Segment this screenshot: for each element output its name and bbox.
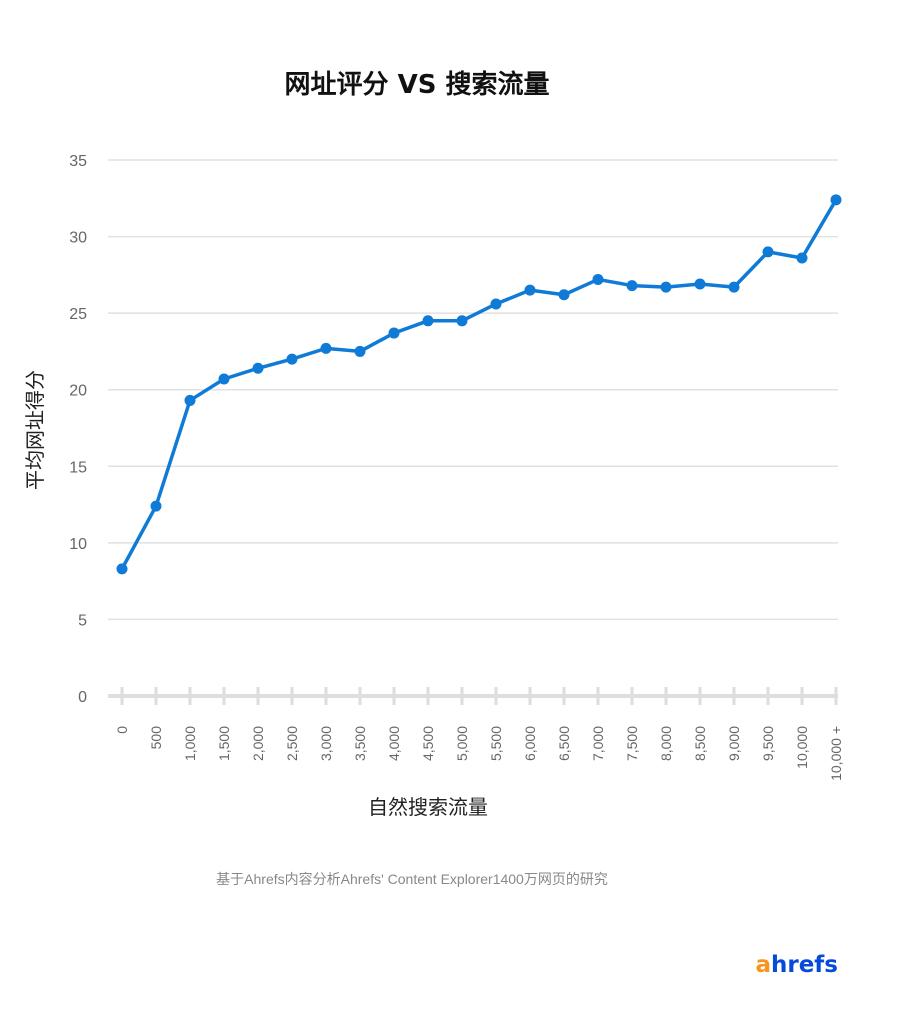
y-tick-label: 25 (69, 306, 87, 323)
data-point (422, 315, 434, 327)
logo-prefix: a (755, 952, 771, 978)
x-axis: 0 500 1,000 1,500 2,000 2,500 3,000 3,500 4,000 4… (108, 687, 844, 781)
x-tick-label: 0 (114, 726, 130, 734)
x-tick-label: 6,500 (556, 726, 572, 761)
data-point (592, 273, 604, 285)
data-point (388, 327, 400, 339)
data-point (320, 342, 332, 354)
data-point (286, 353, 298, 365)
y-tick-label: 35 (69, 153, 87, 170)
x-tick-label: 7,000 (590, 726, 606, 761)
x-tick-label: 1,500 (216, 726, 232, 761)
data-point (490, 298, 502, 310)
logo-rest: hrefs (771, 952, 838, 978)
y-tick-label: 30 (69, 230, 87, 247)
x-tick-label: 4,500 (420, 726, 436, 761)
data-point (116, 563, 128, 575)
x-tick-label: 5,000 (454, 726, 470, 761)
x-axis-label: 自然搜索流量 (368, 795, 488, 819)
y-tick-label: 5 (78, 612, 87, 629)
data-point (762, 246, 774, 258)
x-tick-label: 8,000 (658, 726, 674, 761)
data-point (694, 278, 706, 290)
x-tick-label: 6,000 (522, 726, 538, 761)
x-tick-label: 10,000 + (828, 726, 844, 781)
x-tick-label: 4,000 (386, 726, 402, 761)
x-tick-label: 10,000 (794, 726, 810, 769)
series (116, 194, 842, 575)
y-tick-label: 0 (78, 689, 87, 706)
data-point (660, 281, 672, 293)
data-point (728, 281, 740, 293)
data-point (796, 252, 808, 264)
x-tick-label: 8,500 (692, 726, 708, 761)
data-point (456, 315, 468, 327)
x-tick-label: 3,500 (352, 726, 368, 761)
x-tick-label: 9,000 (726, 726, 742, 761)
chart-title: 网址评分 VS 搜索流量 (285, 70, 550, 100)
y-axis-label: 平均网址得分 (23, 370, 47, 490)
y-tick-label: 15 (69, 459, 87, 476)
x-tick-label: 1,000 (182, 726, 198, 761)
data-point (150, 500, 162, 512)
x-tick-label: 500 (148, 726, 164, 750)
x-tick-label: 7,500 (624, 726, 640, 761)
data-point (830, 194, 842, 206)
y-tick-label: 20 (69, 383, 87, 400)
x-tick-label: 2,500 (284, 726, 300, 761)
data-point (626, 280, 638, 292)
x-tick-label: 3,000 (318, 726, 334, 761)
x-tick-label: 5,500 (488, 726, 504, 761)
data-point (558, 289, 570, 301)
data-point (184, 394, 196, 406)
y-tick-label: 10 (69, 536, 87, 553)
y-axis: 0 5 10 15 20 25 30 35 (69, 153, 87, 706)
x-tick-label: 2,000 (250, 726, 266, 761)
footnote: 基于Ahrefs内容分析Ahrefs' Content Explorer1400… (216, 871, 608, 887)
series-line (120, 198, 838, 570)
data-point (354, 345, 366, 357)
ahrefs-logo: ahrefs (755, 952, 838, 978)
data-point (524, 284, 536, 296)
x-tick-label: 9,500 (760, 726, 776, 761)
data-point (252, 362, 264, 374)
grid (108, 159, 838, 621)
data-point (218, 373, 230, 385)
